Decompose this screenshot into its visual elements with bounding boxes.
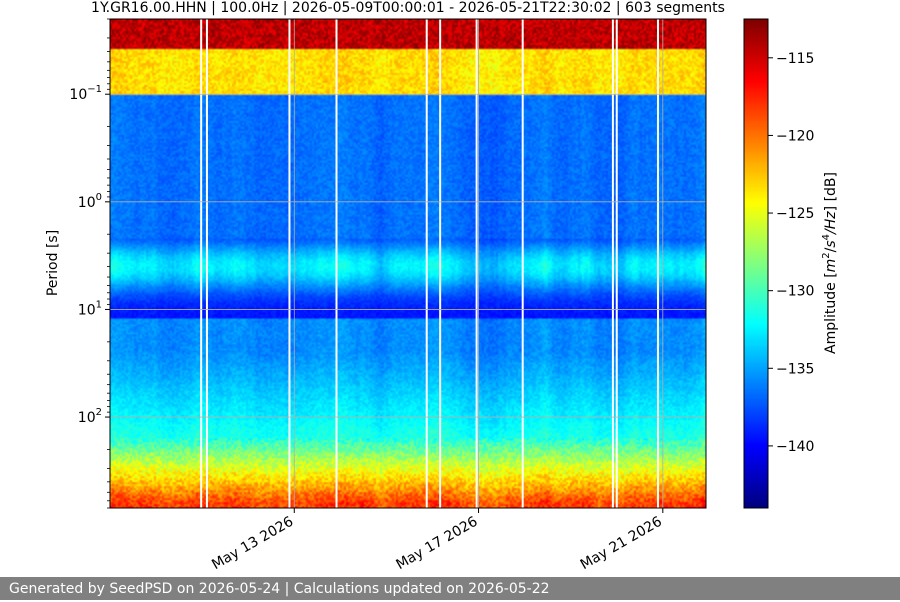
colorbar-label: Amplitude [m2/s4/Hz] [dB] bbox=[821, 172, 839, 354]
spectrogram-heatmap bbox=[110, 19, 706, 508]
colorbar-ticks: −115 −120 −125 −130 −135 −140 bbox=[768, 51, 814, 455]
y-tick-label: 101 bbox=[78, 299, 102, 318]
colorbar: −115 −120 −125 −130 −135 −140 Amplitude [m2/s… bbox=[743, 18, 839, 509]
colorbar-tick-label: −130 bbox=[776, 284, 814, 300]
footer-text: Generated by SeedPSD on 2026-05-24 | Cal… bbox=[9, 581, 550, 597]
colorbar-tick-label: −125 bbox=[776, 206, 814, 222]
psd-chart: 1Y.GR16.00.HHN | 100.0Hz | 2026-05-09T00… bbox=[45, 0, 839, 573]
colorbar-tick-label: −135 bbox=[776, 361, 814, 377]
y-axis: 10−1 100 101 102 bbox=[69, 18, 110, 509]
x-tick-label: May 13 2026 bbox=[209, 514, 296, 574]
plot-frame bbox=[109, 18, 707, 509]
y-tick-label: 102 bbox=[78, 407, 102, 426]
x-tick-label: May 21 2026 bbox=[578, 514, 665, 574]
x-tick-label: May 17 2026 bbox=[393, 514, 480, 574]
colorbar-gradient bbox=[744, 19, 768, 508]
spectrogram-plot-area bbox=[109, 18, 707, 509]
data-gaps bbox=[200, 19, 660, 508]
colorbar-tick-label: −115 bbox=[776, 51, 814, 67]
y-tick-label: 100 bbox=[78, 192, 102, 211]
chart-title: 1Y.GR16.00.HHN | 100.0Hz | 2026-05-09T00… bbox=[91, 0, 725, 16]
colorbar-frame bbox=[743, 18, 769, 509]
colorbar-tick-label: −140 bbox=[776, 439, 814, 455]
colorbar-tick-label: −120 bbox=[776, 128, 814, 144]
y-tick-label: 10−1 bbox=[69, 84, 102, 103]
y-axis-label: Period [s] bbox=[45, 230, 61, 296]
grid-lines bbox=[110, 19, 706, 508]
x-axis: May 13 2026 May 17 2026 May 21 2026 bbox=[209, 508, 665, 573]
footer-bar: Generated by SeedPSD on 2026-05-24 | Cal… bbox=[0, 577, 900, 600]
